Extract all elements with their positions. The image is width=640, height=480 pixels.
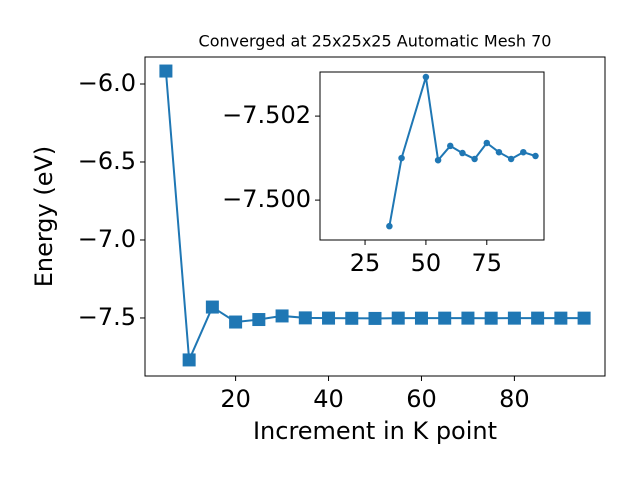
marker (229, 315, 243, 329)
series (386, 73, 539, 230)
y-tick-label: −6.5 (78, 147, 136, 175)
marker (471, 155, 478, 163)
x-axis-label: Increment in K point (253, 417, 497, 445)
marker (483, 139, 491, 147)
marker (159, 64, 173, 78)
marker (434, 156, 442, 164)
marker (484, 311, 498, 325)
marker (507, 155, 515, 163)
marker (438, 311, 452, 325)
x-tick-label: 60 (406, 385, 437, 413)
marker (275, 309, 289, 323)
marker (554, 311, 568, 325)
x-tick-label: 75 (472, 249, 503, 277)
marker (398, 154, 405, 162)
marker (507, 311, 521, 325)
y-tick-label: −7.0 (78, 225, 136, 253)
x-tick-label: 40 (313, 385, 344, 413)
marker (386, 222, 393, 230)
series (159, 64, 591, 367)
marker (532, 152, 539, 160)
marker (322, 311, 336, 325)
y-tick-label: −7.502 (222, 101, 311, 129)
marker (447, 142, 454, 150)
marker (414, 311, 428, 325)
x-tick-label: 20 (220, 385, 251, 413)
chart-title: Converged at 25x25x25 Automatic Mesh 70 (199, 32, 552, 51)
marker (252, 313, 266, 327)
x-tick-label: 50 (411, 249, 442, 277)
marker (577, 311, 591, 325)
marker (345, 311, 359, 325)
marker (520, 148, 527, 156)
marker (531, 311, 545, 325)
x-tick-label: 80 (499, 385, 530, 413)
marker (459, 149, 466, 157)
marker (368, 311, 382, 325)
marker (495, 148, 503, 156)
marker (461, 311, 475, 325)
x-tick-label: 25 (350, 249, 381, 277)
y-tick-label: −6.0 (78, 69, 136, 97)
marker (422, 73, 430, 81)
marker (391, 311, 405, 325)
y-tick-label: −7.500 (222, 185, 311, 213)
marker (182, 353, 196, 367)
marker (205, 300, 219, 314)
y-tick-label: −7.5 (78, 303, 136, 331)
y-axis-label: Energy (eV) (30, 146, 58, 288)
marker (298, 311, 312, 325)
